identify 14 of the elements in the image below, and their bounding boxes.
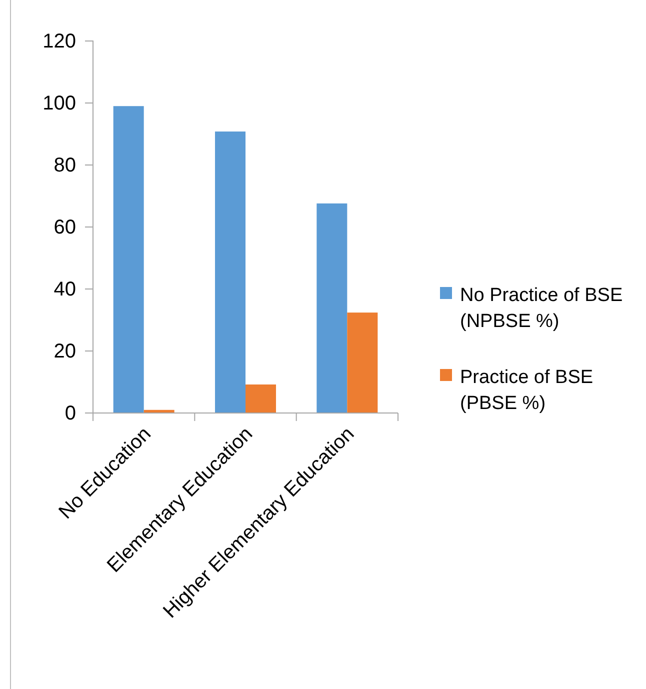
- y-tick-label: 0: [64, 402, 76, 424]
- y-tick-label: 40: [54, 278, 76, 300]
- y-tick-label: 60: [54, 216, 76, 238]
- bar: [113, 106, 144, 413]
- bar: [215, 132, 246, 413]
- legend-label: Practice of BSE (PBSE %): [460, 367, 594, 414]
- y-tick-label: 20: [54, 340, 76, 362]
- y-tick-label: 80: [54, 154, 76, 176]
- y-tick-label: 100: [42, 92, 76, 114]
- bar: [316, 203, 348, 413]
- legend-label: No Practice of BSE (NPBSE %): [460, 285, 623, 332]
- bar: [347, 312, 378, 413]
- y-tick-label: 120: [42, 30, 76, 52]
- bar: [246, 384, 276, 413]
